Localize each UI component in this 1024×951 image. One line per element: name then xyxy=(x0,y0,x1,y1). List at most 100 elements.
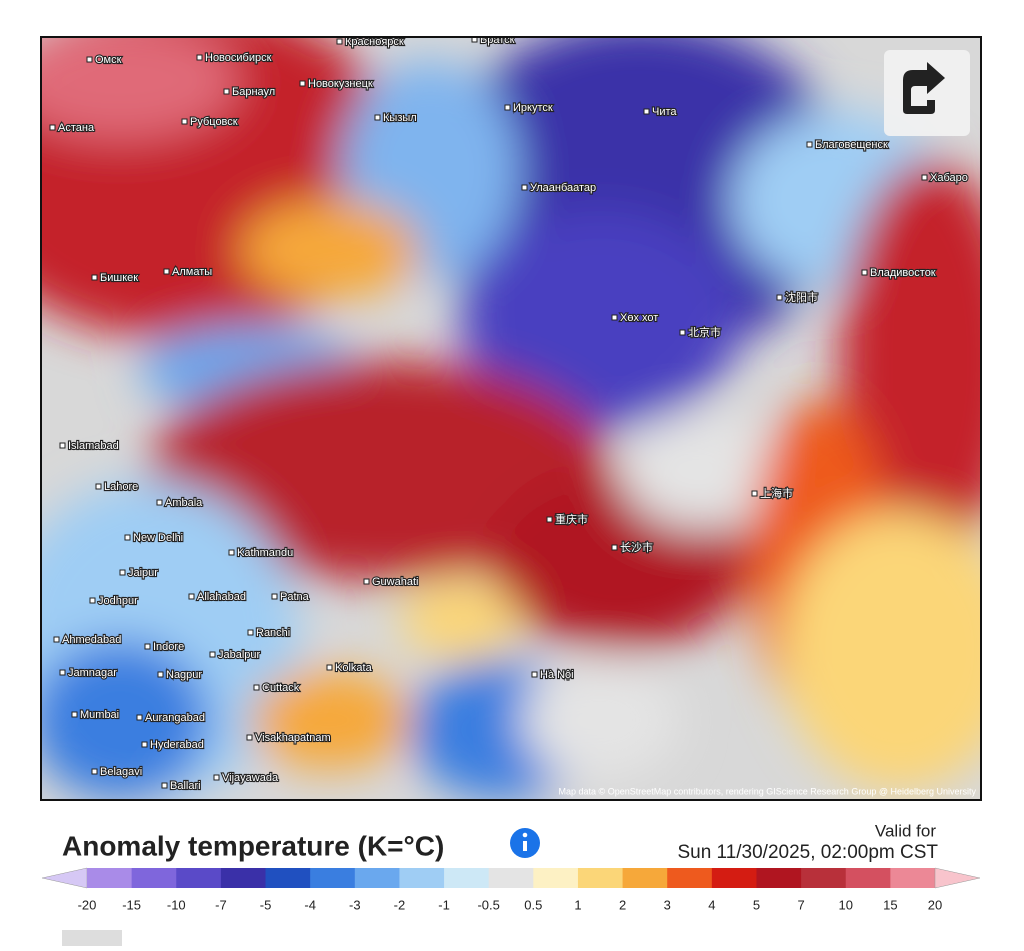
city-label: Астана xyxy=(58,122,95,134)
city-label: Ambala xyxy=(165,497,203,509)
city-dot xyxy=(246,734,253,741)
colorbar-swatch xyxy=(220,868,267,888)
valid-time: Sun 11/30/2025, 02:00pm CST xyxy=(677,842,938,863)
city-dot xyxy=(776,294,783,301)
colorbar-swatch xyxy=(444,868,490,888)
colorbar-label: -0.5 xyxy=(477,897,499,912)
city-dot xyxy=(223,88,230,95)
colorbar-label: 5 xyxy=(753,897,760,912)
city-dot xyxy=(188,593,195,600)
colorbar-arrow xyxy=(41,867,88,889)
city-label: 重庆市 xyxy=(555,512,588,526)
city-dot xyxy=(144,643,151,650)
colorbar-label: 1 xyxy=(574,897,581,912)
colorbar-label: -15 xyxy=(122,897,141,912)
city-dot xyxy=(161,782,168,789)
city-dot xyxy=(679,329,686,336)
colorbar-label: -20 xyxy=(78,897,97,912)
colorbar-swatch xyxy=(176,868,222,888)
colorbar-swatch xyxy=(577,868,624,888)
city-label: 北京市 xyxy=(688,325,721,339)
city-dot xyxy=(136,714,143,721)
city-label: Новосибирск xyxy=(205,52,272,64)
city-dot xyxy=(213,774,220,781)
city-label: Рубцовск xyxy=(190,116,238,128)
city-label: Омск xyxy=(95,54,122,66)
city-dot xyxy=(209,651,216,658)
city-dot xyxy=(531,671,538,678)
city-label: Владивосток xyxy=(870,267,936,279)
city-label: Ballari xyxy=(170,780,201,792)
city-label: Indore xyxy=(153,641,184,653)
city-dot xyxy=(119,569,126,576)
city-label: Hyderabad xyxy=(150,739,204,751)
footer-logo xyxy=(62,930,122,946)
city-dot xyxy=(157,671,164,678)
colorbar-swatch xyxy=(845,868,891,888)
city-dot xyxy=(504,104,511,111)
city-label: Хөх хот xyxy=(620,312,658,324)
city-dot xyxy=(806,141,813,148)
city-label: Allahabad xyxy=(197,591,246,603)
colorbar-swatch xyxy=(622,868,668,888)
city-label: Lahore xyxy=(104,481,138,493)
colorbar-swatch xyxy=(756,868,802,888)
city-label: Кызыл xyxy=(383,112,417,124)
city-label: 沈阳市 xyxy=(785,290,818,304)
city-label: Новокузнецк xyxy=(308,78,373,90)
colorbar-label: -3 xyxy=(349,897,361,912)
colorbar-label: 20 xyxy=(928,897,942,912)
city-dot xyxy=(181,118,188,125)
city-label: Jodhpur xyxy=(98,595,138,607)
colorbar-label: 2 xyxy=(619,897,626,912)
colorbar-label: 15 xyxy=(883,897,897,912)
city-label: Ahmedabad xyxy=(62,634,121,646)
colorbar-label: -10 xyxy=(167,897,186,912)
anomaly-field xyxy=(41,37,981,800)
city-label: Иркутск xyxy=(513,102,553,114)
city-label: Aurangabad xyxy=(145,712,205,724)
city-label: Belagavi xyxy=(100,766,142,778)
city-dot xyxy=(611,544,618,551)
city-dot xyxy=(71,711,78,718)
city-label: Чита xyxy=(652,106,677,118)
city-dot xyxy=(91,768,98,775)
colorbar-label: -7 xyxy=(215,897,227,912)
city-dot xyxy=(546,516,553,523)
city-dot xyxy=(643,108,650,115)
colorbar-swatch xyxy=(801,868,847,888)
attribution: Map data © OpenStreetMap contributors, r… xyxy=(559,786,977,796)
city-dot xyxy=(91,274,98,281)
city-dot xyxy=(53,636,60,643)
city-dot xyxy=(374,114,381,121)
colorbar-swatch xyxy=(354,868,400,888)
city-label: Алматы xyxy=(172,266,212,278)
city-dot xyxy=(196,54,203,61)
colorbar-label: 10 xyxy=(839,897,853,912)
colorbar-label: -1 xyxy=(438,897,450,912)
city-dot xyxy=(299,80,306,87)
city-dot xyxy=(156,499,163,506)
colorbar-swatch xyxy=(488,868,534,888)
city-dot xyxy=(861,269,868,276)
colorbar-swatch xyxy=(399,868,445,888)
city-label: Mumbai xyxy=(80,709,119,721)
city-label: Бишкек xyxy=(100,272,138,284)
colorbar-label: -4 xyxy=(304,897,316,912)
city-label: Nagpur xyxy=(166,669,202,681)
city-label: Барнаул xyxy=(232,86,275,98)
info-icon[interactable] xyxy=(510,828,540,858)
city-label: Vijayawada xyxy=(222,772,279,784)
city-dot xyxy=(363,578,370,585)
city-dot xyxy=(95,483,102,490)
share-button[interactable] xyxy=(884,50,970,136)
city-label: Islamabad xyxy=(68,440,119,452)
city-label: Братск xyxy=(480,34,515,46)
colorbar-swatch xyxy=(310,868,356,888)
city-dot xyxy=(59,669,66,676)
city-label: Cuttack xyxy=(262,682,300,694)
city-label: Хабаро xyxy=(930,172,968,184)
city-dot xyxy=(611,314,618,321)
city-label: Visakhapatnam xyxy=(255,732,331,744)
